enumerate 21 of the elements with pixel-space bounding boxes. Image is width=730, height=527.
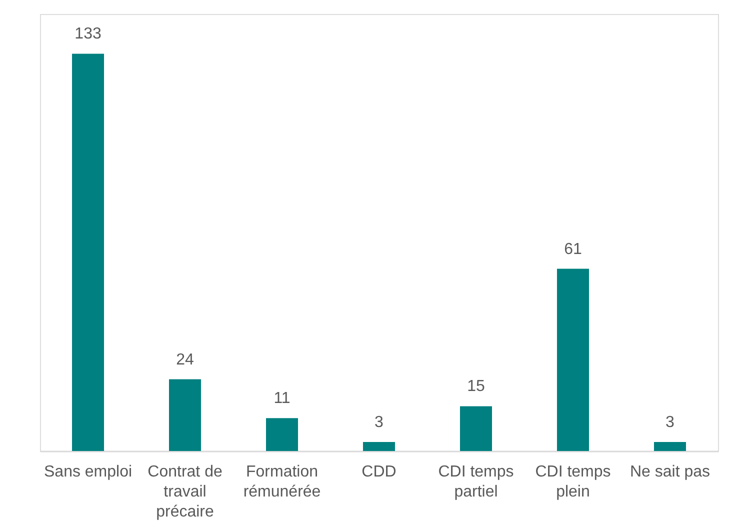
bar	[72, 54, 104, 451]
bar	[266, 418, 298, 451]
bar	[460, 406, 492, 451]
bar	[556, 268, 589, 451]
data-label: 24	[176, 351, 194, 368]
bar	[362, 442, 396, 451]
data-label: 11	[274, 390, 290, 408]
data-label: 15	[467, 378, 485, 396]
bar	[169, 379, 202, 451]
x-tick-label: CDI temps plein	[535, 464, 611, 500]
data-label: 3	[666, 414, 675, 432]
x-tick-label: Ne sait pas	[630, 464, 710, 480]
data-label: 61	[564, 240, 582, 258]
x-tick-label: Sans emploi	[44, 464, 132, 480]
data-label: 133	[74, 26, 102, 43]
x-tick-label: Contrat de travail précaire	[148, 464, 222, 520]
data-label: 3	[374, 414, 384, 432]
x-tick-label: CDD	[362, 464, 396, 480]
x-tick-label: CDI temps partiel	[438, 464, 514, 500]
bar	[654, 442, 686, 451]
x-tick-label: Formation rémunérée	[243, 464, 321, 500]
